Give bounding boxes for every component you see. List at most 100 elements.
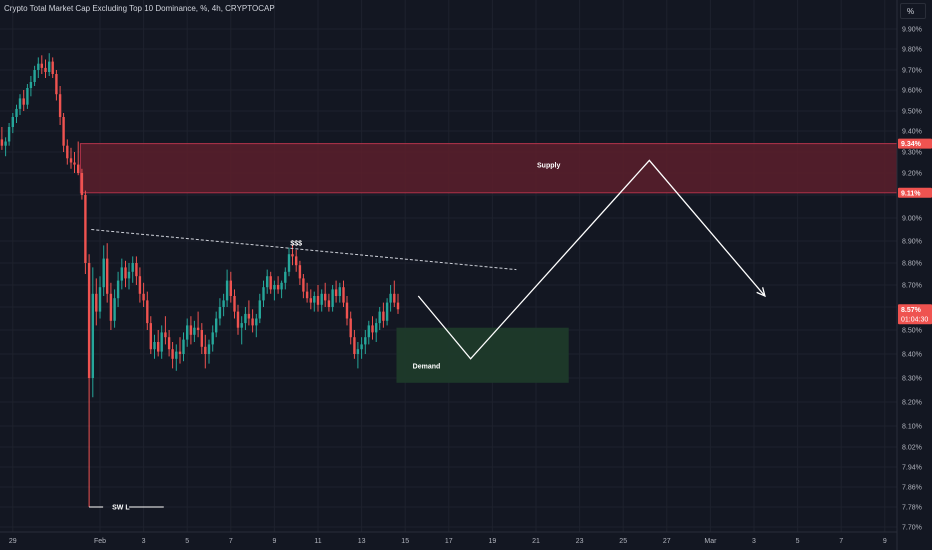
candle-body — [149, 323, 152, 350]
price-tick-label: 8.80% — [902, 261, 922, 268]
price-tick-label: 7.94% — [902, 465, 922, 472]
unit-toggle-button[interactable]: % — [900, 3, 926, 19]
demand-zone — [396, 327, 569, 383]
candle-body — [189, 325, 193, 335]
candle-body — [186, 325, 189, 340]
candle-body — [258, 300, 261, 319]
time-tick-label: 27 — [663, 538, 671, 545]
time-tick-label: 17 — [445, 538, 453, 545]
candle-body — [385, 302, 389, 321]
candle-body — [95, 293, 98, 312]
time-tick-label: 9 — [272, 538, 276, 545]
candle-body — [371, 325, 374, 333]
candle-body — [255, 318, 258, 326]
candle-body — [345, 302, 349, 319]
price-tick-label: 8.30% — [902, 376, 922, 383]
candle-body — [375, 323, 378, 333]
candle-body — [316, 296, 320, 305]
time-tick-label: 15 — [401, 538, 409, 545]
candle-body — [175, 351, 178, 359]
candle-body — [236, 311, 240, 328]
price-badge — [898, 304, 932, 325]
projection-arrowhead-icon — [756, 287, 766, 298]
candle-body — [204, 346, 207, 354]
candle-body — [302, 278, 305, 292]
candle-body — [40, 63, 43, 68]
price-tick-label: 8.20% — [902, 400, 922, 407]
candle-body — [356, 349, 360, 354]
candle-body — [393, 293, 396, 303]
candle-body — [4, 141, 7, 146]
candle-body — [113, 298, 116, 321]
candle-body — [313, 296, 316, 303]
candle-body — [44, 67, 47, 72]
time-tick-label: 23 — [576, 538, 584, 545]
candle-body — [327, 300, 331, 307]
candle-body — [382, 311, 385, 321]
candle-body — [171, 349, 174, 359]
candle-body — [87, 263, 91, 378]
price-badge-label: 8.57% — [901, 307, 922, 314]
candle-body — [280, 282, 283, 290]
candle-body — [26, 88, 29, 105]
candle-body — [298, 265, 302, 279]
candle-body — [160, 332, 163, 352]
candle-body — [116, 280, 120, 299]
price-tick-label: 8.10% — [902, 424, 922, 431]
candle-body — [135, 263, 138, 277]
candle-body — [349, 318, 352, 338]
candle-body — [225, 280, 229, 301]
candle-body — [295, 256, 298, 266]
candle-body — [164, 332, 167, 338]
candle-body — [102, 258, 105, 288]
candle-body — [309, 298, 313, 303]
time-tick-label: 7 — [229, 538, 233, 545]
candle-body — [396, 302, 400, 310]
price-badge — [898, 187, 932, 198]
candle-body — [77, 164, 80, 173]
candle-body — [62, 117, 65, 146]
candle-body — [331, 289, 334, 307]
candle-body — [193, 327, 196, 335]
supply-zone-label: Supply — [537, 163, 560, 170]
time-tick-label: 3 — [142, 538, 146, 545]
candle-body — [22, 98, 25, 105]
candle-body — [37, 63, 40, 70]
supply-zone — [79, 143, 898, 194]
time-tick-label: 3 — [752, 538, 756, 545]
candle-body — [55, 74, 58, 95]
price-tick-label: 9.50% — [902, 109, 922, 116]
candle-body — [98, 287, 102, 312]
candle-body — [266, 276, 269, 288]
candle-body — [269, 276, 272, 290]
liquidity-label: $$$ — [290, 240, 302, 247]
price-tick-label: 7.70% — [902, 525, 922, 532]
candle-body — [91, 293, 95, 378]
candle-body — [364, 337, 367, 345]
candle-body — [84, 195, 87, 263]
price-tick-label: 7.86% — [902, 485, 922, 492]
time-tick-label: 11 — [314, 538, 321, 545]
candle-body — [18, 98, 22, 109]
candle-body — [207, 344, 211, 354]
candle-body — [233, 296, 236, 312]
candle-body — [66, 145, 69, 159]
candle-body — [200, 330, 204, 347]
candle-body — [142, 293, 145, 301]
candle-body — [124, 267, 127, 279]
candle-body — [273, 285, 276, 290]
candle-body — [167, 337, 171, 350]
candle-body — [69, 158, 73, 163]
candle-body — [153, 342, 156, 350]
candle-body — [182, 339, 185, 354]
candle-body — [0, 139, 4, 146]
price-tick-label: 9.40% — [902, 129, 922, 136]
time-tick-label: 19 — [489, 538, 497, 545]
candle-body — [11, 117, 14, 127]
price-tick-label: 9.30% — [902, 150, 922, 157]
price-tick-label: 9.20% — [902, 171, 922, 178]
price-badge-label: 9.11% — [901, 190, 921, 197]
candle-body — [323, 293, 327, 301]
time-tick-label: 13 — [358, 538, 366, 545]
